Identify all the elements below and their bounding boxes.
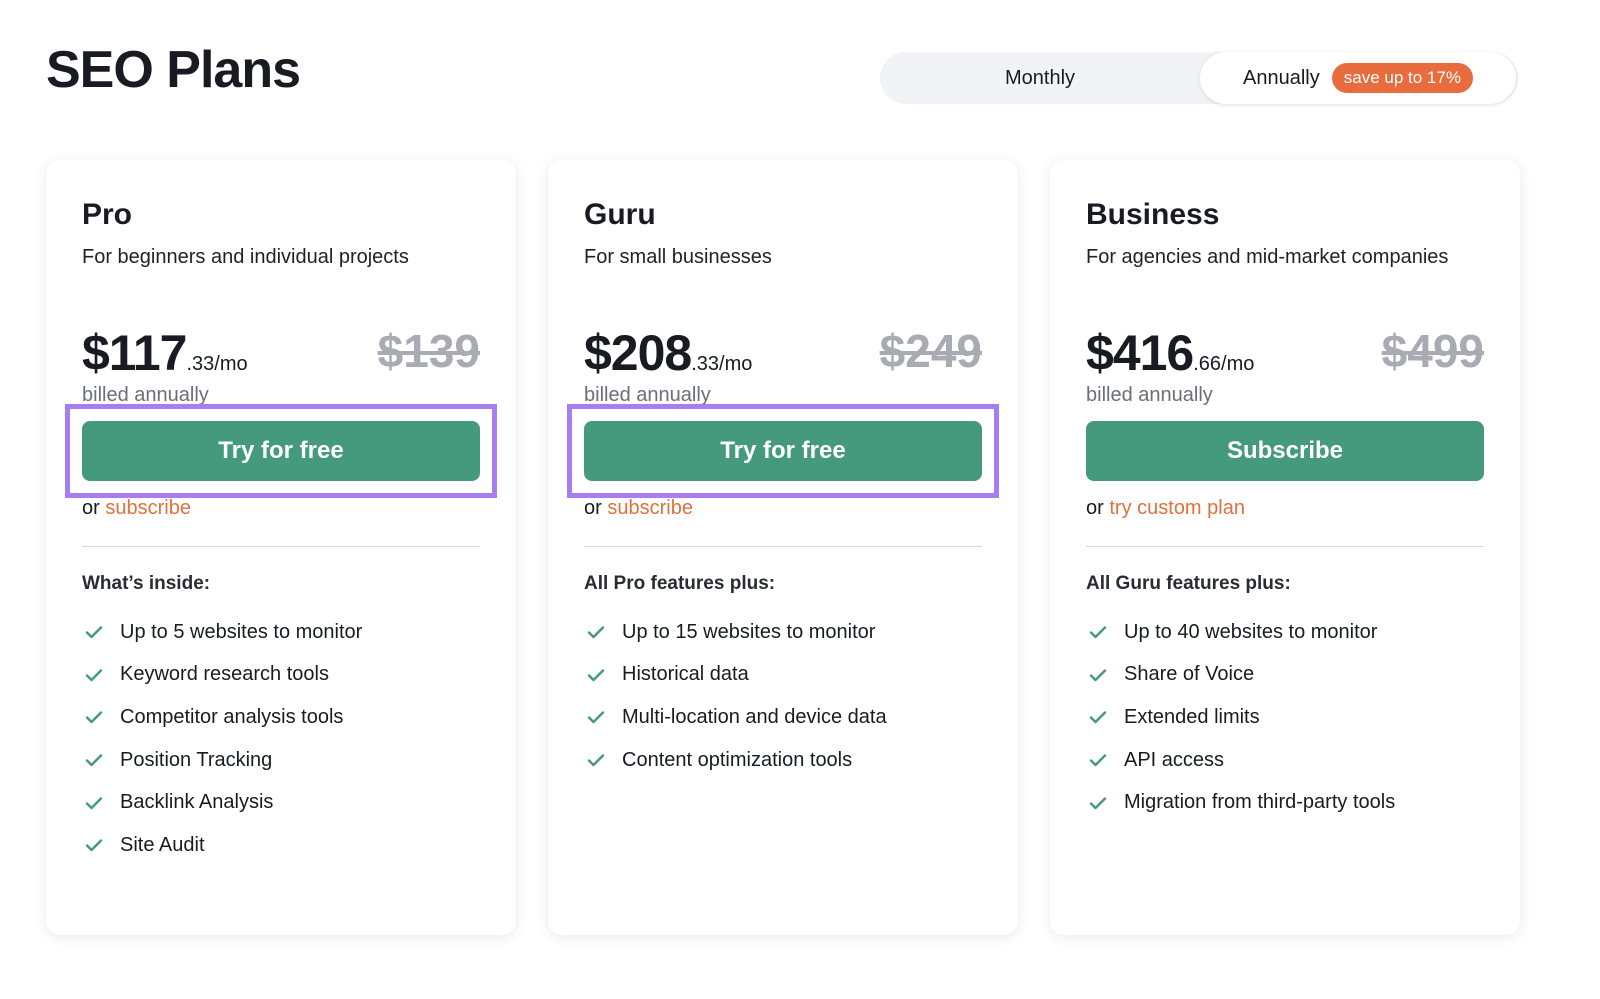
feature-item: Multi-location and device data [584, 696, 982, 739]
save-badge: save up to 17% [1331, 63, 1473, 93]
billing-toggle: Monthly Annually save up to 17% [880, 52, 1518, 104]
check-icon [84, 707, 104, 727]
billing-note: billed annually [1086, 384, 1213, 406]
check-icon [1088, 707, 1108, 727]
feature-item: API access [1086, 739, 1484, 782]
feature-label: Extended limits [1124, 705, 1260, 728]
check-icon [84, 750, 104, 770]
check-icon [586, 665, 606, 685]
feature-item: Historical data [584, 654, 982, 697]
check-icon [84, 793, 104, 813]
feature-label: API access [1124, 748, 1225, 771]
features-heading: All Guru features plus: [1086, 573, 1291, 594]
feature-label: Migration from third-party tools [1124, 791, 1396, 814]
price: $208.33/mo $249 [584, 324, 982, 381]
feature-list: Up to 15 websites to monitor Historical d… [584, 611, 982, 781]
price: $117.33/mo $139 [82, 324, 480, 381]
or-text: or [82, 497, 100, 519]
check-icon [84, 622, 104, 642]
old-price: $249 [879, 325, 982, 377]
check-icon [586, 750, 606, 770]
features-heading: All Pro features plus: [584, 573, 776, 594]
price-cents: .33/mo [186, 353, 248, 375]
feature-item: Content optimization tools [584, 739, 982, 782]
plan-name: Pro [82, 198, 133, 231]
feature-label: Multi-location and device data [622, 705, 887, 728]
annually-option[interactable]: Annually save up to 17% [1200, 52, 1516, 104]
monthly-option[interactable]: Monthly [1004, 66, 1076, 89]
plan-card-guru: Guru For small businesses $208.33/mo $249… [548, 160, 1018, 935]
feature-item: Keyword research tools [82, 654, 480, 697]
cta-wrapper: Try for free [65, 404, 497, 498]
price-main: $416 [1086, 325, 1194, 381]
feature-label: Historical data [622, 663, 749, 686]
billing-note: billed annually [82, 384, 209, 406]
feature-list: Up to 40 websites to monitor Share of Voi… [1086, 611, 1484, 824]
old-price: $499 [1381, 325, 1484, 377]
feature-item: Up to 5 websites to monitor [82, 611, 480, 654]
feature-label: Position Tracking [120, 748, 273, 771]
check-icon [1088, 665, 1108, 685]
feature-label: Site Audit [120, 833, 205, 856]
plan-name: Guru [584, 198, 656, 231]
alt-link[interactable]: try custom plan [1109, 497, 1245, 519]
plan-description: For small businesses [584, 246, 772, 268]
feature-label: Up to 40 websites to monitor [1124, 620, 1378, 643]
plan-name: Business [1086, 198, 1220, 231]
plan-card-pro: Pro For beginners and individual project… [46, 160, 516, 935]
plan-card-business: Business For agencies and mid-market com… [1050, 160, 1520, 935]
divider [1086, 546, 1484, 547]
cta-button[interactable]: Subscribe [1086, 421, 1484, 481]
alt-link[interactable]: subscribe [105, 497, 191, 519]
plan-description: For beginners and individual projects [82, 246, 409, 268]
feature-item: Position Tracking [82, 739, 480, 782]
feature-item: Competitor analysis tools [82, 696, 480, 739]
alt-link[interactable]: subscribe [607, 497, 693, 519]
check-icon [84, 665, 104, 685]
cta-wrapper: Subscribe [1086, 421, 1484, 481]
price-cents: .66/mo [1193, 353, 1255, 375]
or-text: or [1086, 497, 1104, 519]
cta-wrapper: Try for free [567, 404, 999, 498]
old-price: $139 [377, 325, 480, 377]
feature-label: Content optimization tools [622, 748, 853, 771]
price-main: $117 [82, 325, 187, 381]
or-text: or [584, 497, 602, 519]
feature-label: Backlink Analysis [120, 791, 274, 814]
feature-label: Keyword research tools [120, 663, 329, 686]
feature-item: Up to 40 websites to monitor [1086, 611, 1484, 654]
feature-label: Up to 15 websites to monitor [622, 620, 876, 643]
feature-item: Share of Voice [1086, 654, 1484, 697]
feature-item: Backlink Analysis [82, 781, 480, 824]
alt-action: or subscribe [584, 497, 982, 520]
check-icon [586, 622, 606, 642]
price: $416.66/mo $499 [1086, 324, 1484, 381]
features-heading: What’s inside: [82, 573, 211, 594]
divider [82, 546, 480, 547]
check-icon [1088, 793, 1108, 813]
feature-label: Up to 5 websites to monitor [120, 620, 363, 643]
cta-button[interactable]: Try for free [82, 421, 480, 481]
plan-description: For agencies and mid-market companies [1086, 246, 1449, 268]
alt-action: or subscribe [82, 497, 480, 520]
page-title: SEO Plans [46, 41, 301, 99]
price-cents: .33/mo [691, 353, 753, 375]
check-icon [586, 707, 606, 727]
feature-item: Extended limits [1086, 696, 1484, 739]
billing-note: billed annually [584, 384, 711, 406]
feature-item: Migration from third-party tools [1086, 781, 1484, 824]
feature-label: Competitor analysis tools [120, 705, 344, 728]
price-main: $208 [584, 325, 692, 381]
check-icon [84, 835, 104, 855]
feature-label: Share of Voice [1124, 663, 1255, 686]
annually-label: Annually [1243, 66, 1320, 89]
alt-action: or try custom plan [1086, 497, 1484, 520]
check-icon [1088, 750, 1108, 770]
feature-list: Up to 5 websites to monitor Keyword resea… [82, 611, 480, 867]
divider [584, 546, 982, 547]
check-icon [1088, 622, 1108, 642]
feature-item: Site Audit [82, 824, 480, 867]
cta-button[interactable]: Try for free [584, 421, 982, 481]
feature-item: Up to 15 websites to monitor [584, 611, 982, 654]
